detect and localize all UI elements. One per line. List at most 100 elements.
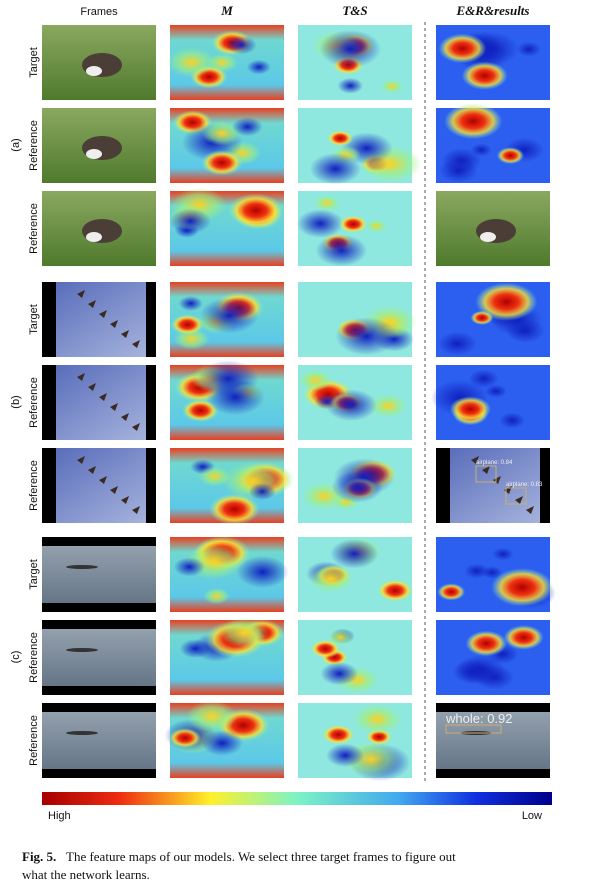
activation [444,103,503,140]
activation [491,568,554,607]
activation [246,59,271,75]
bar [42,603,156,612]
activation [468,369,499,388]
activation [331,470,384,503]
activation [321,724,355,745]
activation [437,331,477,356]
activation [326,743,365,768]
activation [186,700,238,733]
bar [42,365,56,440]
activation [452,659,493,685]
detection-label: airplane: 0.84 [476,460,513,466]
frame-image [42,365,156,440]
activation [296,209,344,238]
frame-image [436,703,550,778]
jet [77,290,85,298]
group-label: (a) [10,138,22,151]
jet [99,476,107,484]
activation [248,483,277,501]
jet [121,496,129,504]
activation [335,317,398,356]
column-header: E&R&results [456,3,530,18]
activation [310,639,341,659]
row-label: Reference [28,120,40,171]
group-label: (c) [10,651,22,664]
activation [352,703,403,735]
activation [313,194,341,212]
bird-belly [86,66,102,76]
jet [88,383,96,391]
bar [146,365,156,440]
row-label: Reference [28,203,40,254]
activation [168,727,202,749]
bar [42,282,56,357]
activation [330,538,379,569]
bird-belly [86,149,102,159]
activation [226,35,257,55]
detection-box [475,465,497,483]
row-label: Reference [28,715,40,766]
activation [200,297,259,334]
jet [77,373,85,381]
jet [471,456,479,464]
jet [121,413,129,421]
detection-label: airplane: 0.83 [506,482,543,488]
colorbar [42,792,552,805]
jet [110,403,118,411]
activation [464,563,489,579]
colorbar-high: High [48,810,71,822]
activation [202,121,242,146]
activation [516,41,541,57]
bar [42,620,156,629]
row-label: Reference [28,460,40,511]
bird-belly [86,232,102,242]
bar [42,686,156,695]
activation [201,730,243,756]
activation [208,493,260,525]
activation [437,583,466,601]
activation [380,79,404,94]
row-label: Target [28,559,40,590]
activation [461,61,508,90]
activation [167,47,216,78]
jet [77,456,85,464]
detection-box [505,487,527,505]
activation [232,117,263,137]
whale [66,648,98,652]
bar [146,282,156,357]
bar [42,769,156,778]
bar [436,448,450,523]
activation [309,152,362,185]
bar [42,448,56,523]
jet [99,393,107,401]
activation [179,639,211,659]
row-label: Target [28,47,40,78]
row-label: Reference [28,377,40,428]
jet [110,486,118,494]
activation [492,547,514,561]
activation [441,148,482,173]
bar [540,448,550,523]
row-label: Reference [28,632,40,683]
detection-label: whole: 0.92 [445,711,513,726]
column-header: T&S [342,3,367,18]
jet [526,506,534,514]
activation [228,193,284,228]
activation [308,565,354,593]
jet [482,466,490,474]
whale [66,565,98,569]
activation [326,130,354,147]
bar [436,703,550,712]
activation [499,412,526,429]
jet [110,320,118,328]
activation [505,318,545,343]
column-header: Frames [80,6,118,18]
detection-box [445,724,502,734]
colorbar-low: Low [522,810,542,822]
bar [42,703,156,712]
frame-image [42,282,156,357]
group-label: (b) [10,395,22,408]
activation [465,630,507,657]
jet [493,476,501,484]
